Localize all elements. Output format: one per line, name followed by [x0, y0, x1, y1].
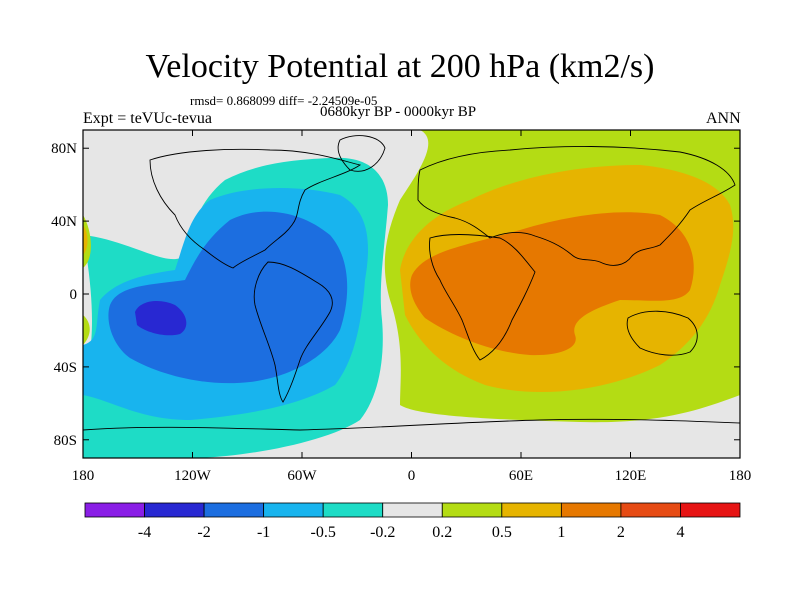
- legend-label: -0.5: [311, 524, 336, 541]
- legend-swatch: [560, 502, 622, 518]
- contour-region-pos-1: [410, 212, 694, 356]
- legend-label: 1: [557, 524, 565, 541]
- coast-australia: [626, 310, 698, 356]
- coast-africa: [429, 234, 536, 361]
- stats-subtitle: rmsd= 0.868099 diff= -2.24509e-05: [190, 93, 378, 108]
- x-tick-label: 180: [729, 468, 752, 484]
- legend-label: 4: [676, 524, 684, 541]
- contour-region-neg-2: [135, 300, 187, 336]
- period-label: 0680kyr BP - 0000kyr BP: [320, 104, 477, 120]
- legend-label: 0.5: [492, 524, 512, 541]
- x-tick-label: 120W: [174, 468, 212, 484]
- y-tick-label: 40S: [54, 360, 77, 376]
- color-legend: -4 -2 -1 -0.5 -0.2 0.2 0.5 1 2 4: [84, 502, 741, 541]
- legend-swatch: [620, 502, 681, 518]
- y-tick-label: 80S: [54, 433, 77, 449]
- x-tick-label: 60W: [287, 468, 317, 484]
- contour-region-neg-1: [108, 211, 348, 384]
- coast-north-america: [149, 148, 362, 269]
- map-plot-area: [83, 130, 740, 458]
- axis-ticks: 180 120W 60W 0 60E 120E 180 80N 40N 0 40S 80S: [51, 130, 751, 484]
- legend-swatch: [680, 502, 741, 518]
- legend-swatch: [501, 502, 562, 518]
- legend-label: 0.2: [432, 524, 452, 541]
- legend-swatch: [144, 502, 205, 518]
- y-tick-label: 40N: [51, 214, 77, 230]
- coast-south-america: [253, 261, 333, 403]
- legend-swatch: [441, 502, 503, 518]
- coast-europe-asia: [417, 146, 736, 266]
- legend-label: 2: [617, 524, 625, 541]
- legend-swatch: [382, 502, 443, 518]
- coast-antarctica: [83, 418, 740, 431]
- legend-label: -2: [197, 524, 210, 541]
- legend-label: -0.2: [370, 524, 395, 541]
- coast-greenland: [337, 135, 386, 172]
- x-tick-label: 180: [72, 468, 95, 484]
- y-tick-label: 80N: [51, 141, 77, 157]
- coastlines: [83, 135, 740, 431]
- season-label: ANN: [706, 110, 741, 127]
- legend-swatch: [203, 502, 265, 518]
- x-tick-label: 120E: [615, 468, 647, 484]
- y-tick-label: 0: [70, 287, 78, 303]
- legend-swatch: [263, 502, 324, 518]
- x-tick-label: 60E: [509, 468, 533, 484]
- chart-title: Velocity Potential at 200 hPa (km2/s): [145, 48, 655, 85]
- legend-swatch: [322, 502, 384, 518]
- legend-label: -1: [257, 524, 270, 541]
- legend-swatch: [84, 502, 145, 518]
- legend-label: -4: [138, 524, 151, 541]
- experiment-label: Expt = teVUc-tevua: [83, 110, 212, 127]
- x-tick-label: 0: [408, 468, 416, 484]
